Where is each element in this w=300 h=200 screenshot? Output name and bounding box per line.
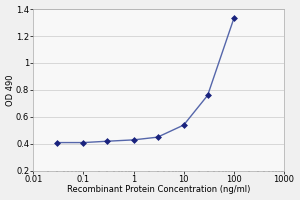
X-axis label: Recombinant Protein Concentration (ng/ml): Recombinant Protein Concentration (ng/ml… (67, 185, 250, 194)
Y-axis label: OD 490: OD 490 (6, 74, 15, 106)
